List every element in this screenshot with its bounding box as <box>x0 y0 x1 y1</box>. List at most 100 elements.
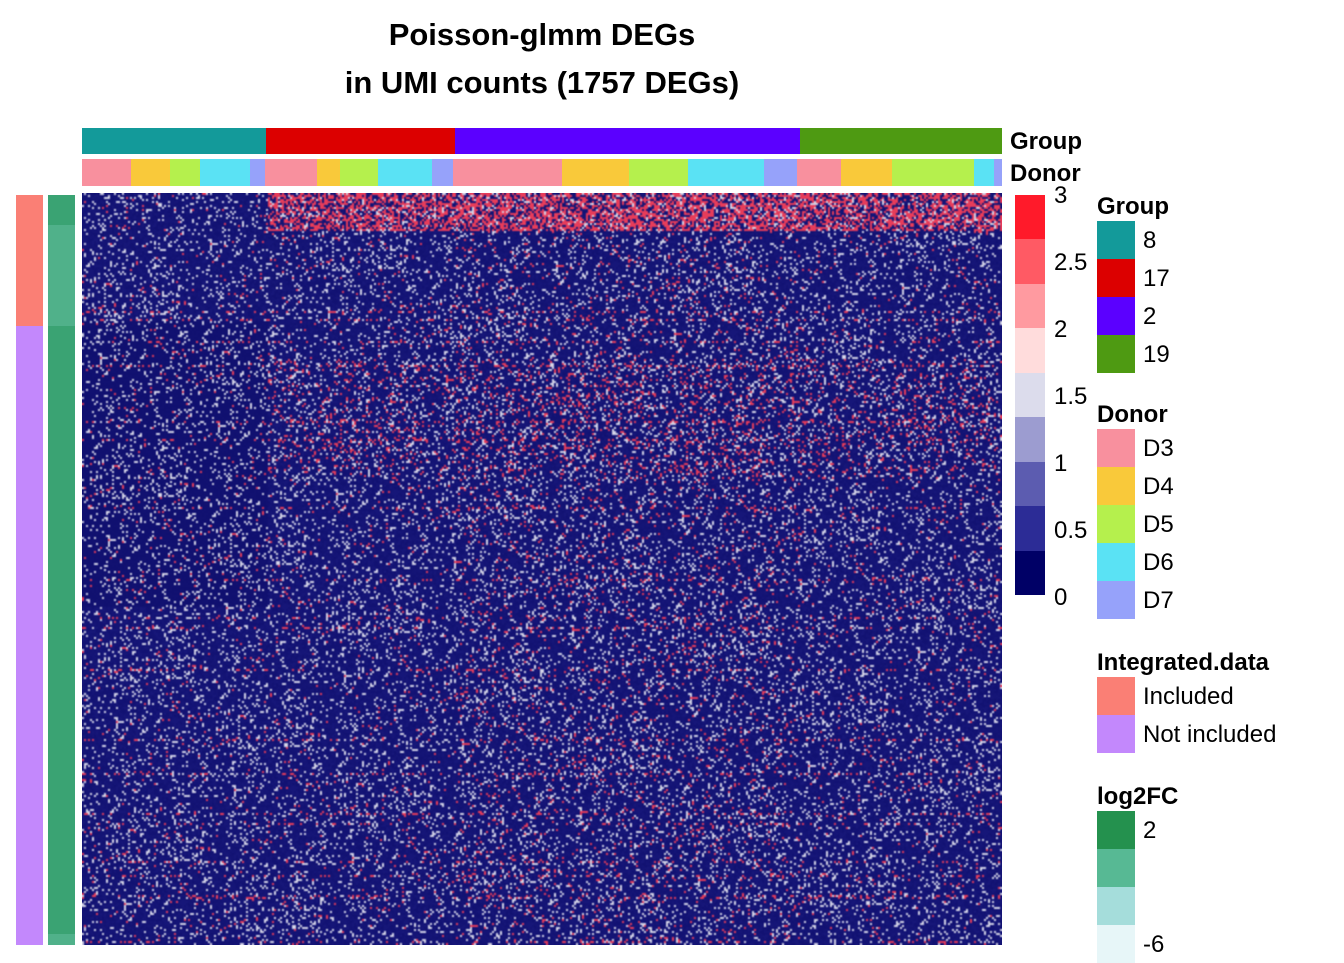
group-legend-label: 8 <box>1143 227 1157 254</box>
donor-segment-d5 <box>891 159 974 186</box>
group-annotation-bar <box>82 128 1002 154</box>
group-legend-item: 2 <box>1097 297 1169 335</box>
donor-segment-d5 <box>628 159 689 186</box>
group-legend-swatch <box>1097 297 1135 335</box>
donor-segment-d6 <box>378 159 433 186</box>
donor-legend-label: D5 <box>1143 511 1174 538</box>
donor-legend-label: D3 <box>1143 435 1174 462</box>
donor-legend-label: D4 <box>1143 473 1174 500</box>
integrated-legend-label: Included <box>1143 683 1234 710</box>
donor-segment-d4 <box>316 159 340 186</box>
donor-legend-swatch <box>1097 581 1135 619</box>
colorbar-tick-label: 3 <box>1054 182 1068 209</box>
group-segment-17 <box>266 128 455 154</box>
integrated-legend-item: Included <box>1097 677 1269 715</box>
log2fc-legend-swatch <box>1097 849 1135 887</box>
donor-segment-d3 <box>265 159 317 186</box>
group-legend-swatch <box>1097 259 1135 297</box>
integrated-data-row-annotation <box>16 195 43 945</box>
integrated-legend: Integrated.data Included Not included <box>1097 649 1276 753</box>
group-legend-label: 2 <box>1143 303 1157 330</box>
donor-segment-d7 <box>764 159 798 186</box>
heatmap-matrix <box>82 193 1002 945</box>
donor-annotation-bar <box>82 159 1002 186</box>
donor-legend-item: D3 <box>1097 429 1174 467</box>
colorbar-step <box>1015 461 1045 507</box>
log2fc-legend-title: log2FC <box>1097 783 1179 810</box>
donor-segment-d6 <box>200 159 250 186</box>
colorbar-tick-label: 0 <box>1054 584 1068 611</box>
group-legend-label: 17 <box>1143 265 1170 292</box>
donor-segment-d6 <box>973 159 994 186</box>
group-segment-8 <box>82 128 266 154</box>
colorbar-tick-label: 1 <box>1054 450 1068 477</box>
log2fc-segment <box>48 225 75 327</box>
donor-segment-d7 <box>993 159 1002 186</box>
integrated-legend-title: Integrated.data <box>1097 649 1270 676</box>
colorbar-step <box>1015 239 1045 284</box>
donor-legend-swatch <box>1097 543 1135 581</box>
log2fc-legend-item: -6 <box>1097 925 1178 963</box>
chart-title: Poisson-glmm DEGs <box>388 17 696 52</box>
log2fc-legend-swatch <box>1097 811 1135 849</box>
chart-subtitle: in UMI counts (1757 DEGs) <box>344 65 740 100</box>
donor-legend-label: D6 <box>1143 549 1174 576</box>
log2fc-legend-label: -6 <box>1143 931 1165 958</box>
group-legend-swatch <box>1097 335 1135 373</box>
group-legend-item: 17 <box>1097 259 1170 297</box>
log2fc-segment <box>48 195 75 225</box>
log2fc-legend-item <box>1097 849 1178 887</box>
log2fc-legend-label: 2 <box>1143 817 1157 844</box>
donor-legend-item: D5 <box>1097 505 1174 543</box>
integrated-legend-swatch <box>1097 715 1135 753</box>
colorbar-step <box>1015 195 1045 240</box>
donor-segment-d4 <box>130 159 171 186</box>
donor-legend-swatch <box>1097 467 1135 505</box>
colorbar-tick-label: 0.5 <box>1054 517 1088 544</box>
group-legend-item: 19 <box>1097 335 1170 373</box>
donor-legend-swatch <box>1097 429 1135 467</box>
group-legend: Group 8 17 2 19 <box>1097 193 1170 373</box>
integrated-segment-not-included <box>16 326 43 945</box>
integrated-legend-swatch <box>1097 677 1135 715</box>
donor-segment-d4 <box>561 159 629 186</box>
donor-segment-d3 <box>82 159 131 186</box>
integrated-legend-label: Not included <box>1143 721 1277 748</box>
heatmap-colorbar <box>1015 195 1045 595</box>
log2fc-legend-swatch <box>1097 887 1135 925</box>
donor-track-label: Donor <box>1010 160 1081 187</box>
donor-legend-item: D6 <box>1097 543 1174 581</box>
donor-segment-d6 <box>688 159 765 186</box>
colorbar-step <box>1015 417 1045 462</box>
donor-segment-d4 <box>841 159 892 186</box>
group-legend-swatch <box>1097 221 1135 259</box>
donor-segment-d7 <box>432 159 454 186</box>
log2fc-segment <box>48 933 75 945</box>
colorbar-tick-label: 1.5 <box>1054 383 1088 410</box>
donor-legend-item: D7 <box>1097 581 1174 619</box>
colorbar-step <box>1015 550 1045 595</box>
donor-legend-item: D4 <box>1097 467 1174 505</box>
group-segment-2 <box>454 128 800 154</box>
colorbar-tick-label: 2.5 <box>1054 249 1088 276</box>
donor-legend-title: Donor <box>1097 401 1168 428</box>
group-legend-item: 8 <box>1097 221 1169 259</box>
colorbar-step <box>1015 506 1045 551</box>
donor-legend: Donor D3 D4 D5 D6 D7 <box>1097 401 1174 619</box>
integrated-legend-item: Not included <box>1097 715 1276 753</box>
log2fc-legend-item: 2 <box>1097 811 1178 849</box>
log2fc-legend: log2FC 2 -6 <box>1097 783 1178 963</box>
colorbar-tick-label: 2 <box>1054 316 1068 343</box>
donor-legend-label: D7 <box>1143 587 1174 614</box>
donor-segment-d3 <box>797 159 842 186</box>
integrated-segment-included <box>16 195 43 327</box>
donor-segment-d5 <box>339 159 379 186</box>
colorbar-step <box>1015 328 1045 373</box>
group-segment-19 <box>799 128 1002 154</box>
donor-segment-d3 <box>453 159 562 186</box>
log2fc-row-annotation <box>48 195 75 945</box>
donor-segment-d5 <box>170 159 201 186</box>
donor-legend-swatch <box>1097 505 1135 543</box>
colorbar-step <box>1015 283 1045 329</box>
colorbar-step <box>1015 372 1045 418</box>
